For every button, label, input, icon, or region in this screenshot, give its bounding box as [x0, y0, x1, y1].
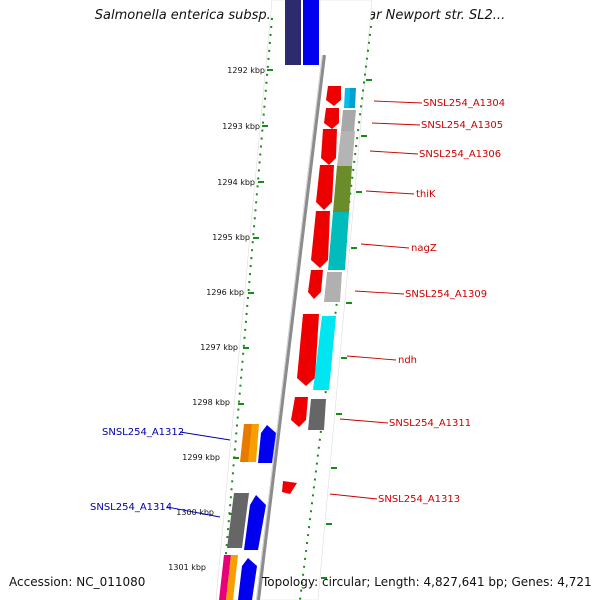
genome-stats: Topology: circular; Length: 4,827,641 bp… — [262, 575, 592, 589]
category-block[interactable] — [308, 399, 326, 430]
gene-label[interactable]: SNSL254_A1306 — [419, 149, 501, 160]
gene-reverse[interactable] — [297, 314, 319, 386]
category-block[interactable] — [328, 212, 349, 270]
gene-reverse[interactable] — [326, 86, 341, 106]
reverse-leader-lines — [329, 100, 423, 500]
gene-reverse[interactable] — [316, 165, 334, 210]
gene-forward[interactable] — [238, 558, 257, 600]
gene-forward-top-dark[interactable] — [285, 0, 301, 65]
ruler-label: 1301 kbp — [168, 563, 206, 572]
ruler-label: 1298 kbp — [192, 398, 230, 407]
gene-label[interactable]: thiK — [416, 189, 436, 200]
ruler-label: 1299 kbp — [182, 453, 220, 462]
forward-genes — [219, 424, 276, 600]
gene-label[interactable]: ndh — [398, 355, 417, 366]
ruler-label: 1292 kbp — [227, 66, 265, 75]
gene-reverse[interactable] — [282, 481, 297, 494]
category-block[interactable] — [227, 493, 249, 548]
gene-label[interactable]: SNSL254_A1309 — [405, 289, 487, 300]
ruler-label: 1297 kbp — [200, 343, 238, 352]
gene-label[interactable]: SNSL254_A1305 — [421, 120, 503, 131]
gene-forward[interactable] — [258, 425, 276, 463]
genome-backbone — [256, 54, 326, 600]
gene-reverse[interactable] — [291, 397, 308, 427]
gene-reverse[interactable] — [321, 129, 337, 165]
gene-label[interactable]: SNSL254_A1314 — [90, 502, 172, 513]
ruler-line-left — [221, 17, 273, 600]
forward-leader-lines — [166, 431, 231, 518]
ruler-label: 1296 kbp — [206, 288, 244, 297]
category-block[interactable] — [341, 110, 356, 131]
genome-backbone-highlight — [256, 54, 323, 600]
gene-forward-top-blue[interactable] — [303, 0, 319, 65]
category-block[interactable] — [313, 316, 336, 390]
reverse-genes — [282, 86, 341, 494]
category-block[interactable] — [349, 88, 356, 108]
accession-label: Accession: NC_011080 — [9, 575, 146, 589]
gene-label[interactable]: nagZ — [411, 243, 437, 254]
gene-reverse[interactable] — [311, 211, 330, 268]
gene-reverse[interactable] — [308, 270, 323, 299]
gene-forward[interactable] — [244, 495, 266, 550]
gene-reverse[interactable] — [324, 108, 339, 129]
ruler-line-right — [299, 17, 373, 600]
category-block[interactable] — [324, 272, 342, 302]
category-block[interactable] — [333, 166, 352, 212]
category-block[interactable] — [219, 555, 231, 600]
ruler-label: 1294 kbp — [217, 178, 255, 187]
gene-label[interactable]: SNSL254_A1312 — [102, 427, 184, 438]
category-blocks — [308, 88, 356, 430]
gene-label[interactable]: SNSL254_A1304 — [423, 98, 505, 109]
gene-label[interactable]: SNSL254_A1311 — [389, 418, 471, 429]
category-block[interactable] — [226, 555, 238, 600]
ruler-ticks — [224, 69, 372, 579]
ruler-label: 1295 kbp — [212, 233, 250, 242]
ruler-label: 1293 kbp — [222, 122, 260, 131]
gene-label[interactable]: SNSL254_A1313 — [378, 494, 460, 505]
category-block[interactable] — [248, 424, 259, 462]
category-block[interactable] — [337, 131, 355, 166]
